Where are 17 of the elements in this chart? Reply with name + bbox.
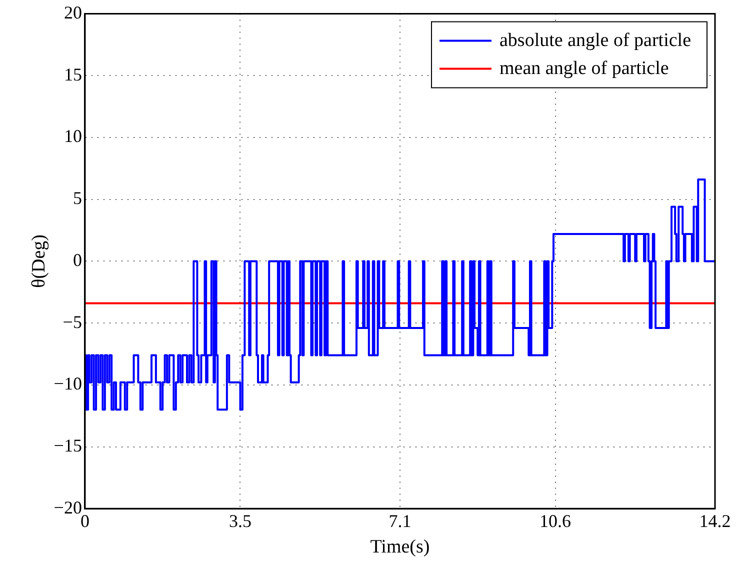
legend-label: mean angle of particle	[499, 58, 669, 79]
y-tick-label: 0	[72, 250, 82, 270]
x-tick-label: 14.2	[699, 511, 731, 532]
y-tick-label: −20	[54, 497, 82, 518]
legend-label: absolute angle of particle	[499, 30, 692, 51]
x-axis-title: Time(s)	[370, 536, 430, 558]
y-axis-title: θ(Deg)	[28, 234, 50, 288]
y-tick-label: 20	[64, 2, 82, 23]
y-tick-label: −10	[54, 374, 82, 394]
y-tick-label: 5	[72, 188, 82, 208]
y-tick-label: −15	[54, 435, 82, 456]
y-tick-label: 10	[64, 126, 82, 146]
x-tick-label: 10.6	[540, 511, 572, 532]
y-tick-label: −5	[62, 312, 82, 332]
x-tick-label: 3.5	[228, 511, 252, 532]
y-tick-label: 15	[64, 64, 82, 84]
x-tick-label: 7.1	[388, 511, 412, 532]
